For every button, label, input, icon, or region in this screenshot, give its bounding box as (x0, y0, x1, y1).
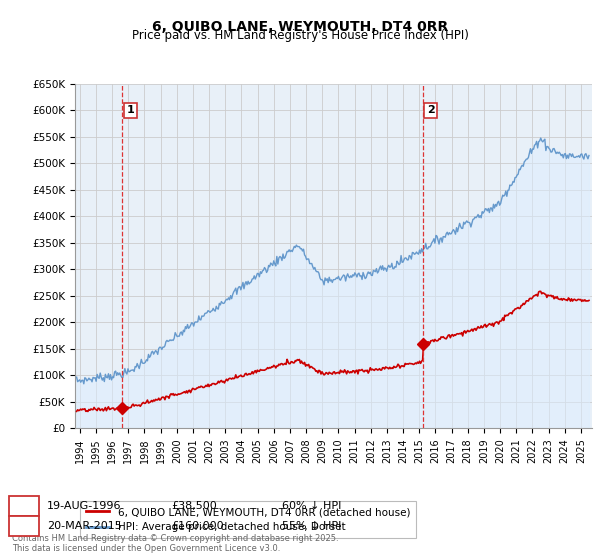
Text: 2: 2 (20, 519, 28, 533)
Text: 1: 1 (20, 499, 28, 512)
Text: Price paid vs. HM Land Registry's House Price Index (HPI): Price paid vs. HM Land Registry's House … (131, 29, 469, 42)
Legend: 6, QUIBO LANE, WEYMOUTH, DT4 0RR (detached house), HPI: Average price, detached : 6, QUIBO LANE, WEYMOUTH, DT4 0RR (detach… (80, 501, 416, 539)
Text: 60% ↓ HPI: 60% ↓ HPI (282, 501, 341, 511)
Text: Contains HM Land Registry data © Crown copyright and database right 2025.
This d: Contains HM Land Registry data © Crown c… (12, 534, 338, 553)
Text: 1: 1 (127, 105, 134, 115)
Text: 19-AUG-1996: 19-AUG-1996 (47, 501, 121, 511)
Text: 6, QUIBO LANE, WEYMOUTH, DT4 0RR: 6, QUIBO LANE, WEYMOUTH, DT4 0RR (152, 20, 448, 34)
Text: 55% ↓ HPI: 55% ↓ HPI (282, 521, 341, 531)
Text: £38,500: £38,500 (171, 501, 217, 511)
Text: 20-MAR-2015: 20-MAR-2015 (47, 521, 122, 531)
Text: 2: 2 (427, 105, 434, 115)
Text: £160,000: £160,000 (171, 521, 224, 531)
